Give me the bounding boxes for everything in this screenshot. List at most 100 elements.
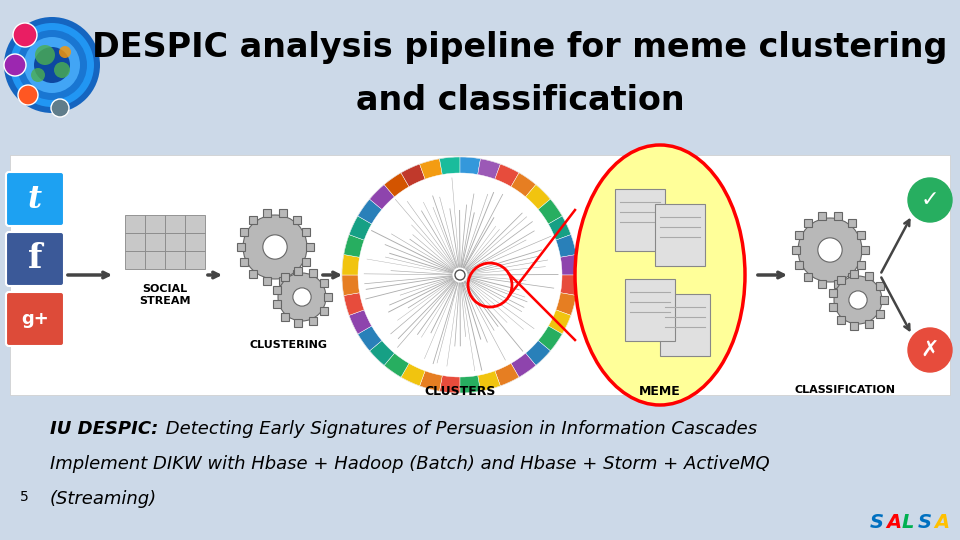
FancyBboxPatch shape xyxy=(804,219,812,227)
FancyBboxPatch shape xyxy=(145,251,165,269)
Wedge shape xyxy=(384,173,409,197)
Circle shape xyxy=(31,68,45,82)
Wedge shape xyxy=(401,363,425,386)
FancyBboxPatch shape xyxy=(273,300,281,308)
FancyBboxPatch shape xyxy=(185,251,205,269)
Text: ✗: ✗ xyxy=(921,340,939,360)
Wedge shape xyxy=(525,341,550,366)
Text: f: f xyxy=(28,242,42,275)
Wedge shape xyxy=(495,363,519,386)
Wedge shape xyxy=(478,371,500,391)
Text: IU DESPIC:: IU DESPIC: xyxy=(50,420,158,438)
Circle shape xyxy=(54,62,70,78)
FancyBboxPatch shape xyxy=(860,246,869,254)
Wedge shape xyxy=(511,353,536,377)
FancyBboxPatch shape xyxy=(320,279,328,287)
FancyBboxPatch shape xyxy=(320,307,328,315)
FancyBboxPatch shape xyxy=(0,0,960,150)
Circle shape xyxy=(293,288,311,306)
FancyBboxPatch shape xyxy=(145,215,165,233)
Text: Implement DIKW with Hbase + Hadoop (Batch) and Hbase + Storm + ActiveMQ: Implement DIKW with Hbase + Hadoop (Batc… xyxy=(50,455,770,473)
FancyBboxPatch shape xyxy=(165,233,185,251)
FancyBboxPatch shape xyxy=(615,189,665,251)
Wedge shape xyxy=(539,199,563,224)
FancyBboxPatch shape xyxy=(837,316,845,323)
Text: S: S xyxy=(918,512,932,531)
FancyBboxPatch shape xyxy=(829,289,837,296)
Text: S: S xyxy=(870,512,884,531)
Wedge shape xyxy=(370,341,395,366)
FancyBboxPatch shape xyxy=(851,322,858,330)
FancyBboxPatch shape xyxy=(145,233,165,251)
FancyBboxPatch shape xyxy=(848,273,855,281)
FancyBboxPatch shape xyxy=(6,232,64,286)
FancyBboxPatch shape xyxy=(837,276,845,285)
FancyBboxPatch shape xyxy=(263,210,272,218)
Circle shape xyxy=(24,37,80,93)
Circle shape xyxy=(35,45,55,65)
FancyBboxPatch shape xyxy=(876,310,884,318)
Wedge shape xyxy=(478,159,500,179)
FancyBboxPatch shape xyxy=(185,233,205,251)
FancyBboxPatch shape xyxy=(829,303,837,312)
Circle shape xyxy=(263,235,287,259)
Wedge shape xyxy=(440,157,460,174)
Wedge shape xyxy=(556,293,576,315)
Wedge shape xyxy=(358,326,382,351)
Circle shape xyxy=(18,85,38,105)
Text: 5: 5 xyxy=(20,490,29,504)
Text: (Streaming): (Streaming) xyxy=(50,490,157,508)
FancyBboxPatch shape xyxy=(281,313,289,321)
FancyBboxPatch shape xyxy=(865,272,873,280)
FancyBboxPatch shape xyxy=(236,243,245,251)
Wedge shape xyxy=(548,216,571,240)
FancyBboxPatch shape xyxy=(125,251,145,269)
FancyBboxPatch shape xyxy=(857,231,865,239)
FancyBboxPatch shape xyxy=(295,267,302,275)
Wedge shape xyxy=(539,326,563,351)
FancyBboxPatch shape xyxy=(125,215,145,233)
Ellipse shape xyxy=(575,145,745,405)
Wedge shape xyxy=(401,164,425,187)
FancyBboxPatch shape xyxy=(278,276,287,285)
FancyBboxPatch shape xyxy=(880,296,888,304)
Circle shape xyxy=(51,99,69,117)
FancyBboxPatch shape xyxy=(804,273,812,281)
FancyBboxPatch shape xyxy=(851,270,858,278)
Wedge shape xyxy=(525,185,550,210)
Circle shape xyxy=(10,23,94,107)
FancyBboxPatch shape xyxy=(295,319,302,327)
Circle shape xyxy=(59,46,71,58)
Circle shape xyxy=(278,273,326,321)
Text: t: t xyxy=(28,184,42,214)
FancyBboxPatch shape xyxy=(857,261,865,269)
Circle shape xyxy=(4,17,100,113)
FancyBboxPatch shape xyxy=(281,273,289,281)
FancyBboxPatch shape xyxy=(833,280,842,288)
FancyBboxPatch shape xyxy=(240,228,248,236)
Text: SOCIAL
STREAM: SOCIAL STREAM xyxy=(139,284,191,306)
Text: A: A xyxy=(934,512,949,531)
Circle shape xyxy=(818,238,842,262)
Wedge shape xyxy=(349,310,372,334)
Wedge shape xyxy=(561,254,578,275)
FancyBboxPatch shape xyxy=(625,279,675,341)
Text: MEME: MEME xyxy=(639,385,681,398)
FancyBboxPatch shape xyxy=(795,261,803,269)
Wedge shape xyxy=(344,293,364,315)
Wedge shape xyxy=(511,173,536,197)
Wedge shape xyxy=(548,310,571,334)
FancyBboxPatch shape xyxy=(833,212,842,220)
Wedge shape xyxy=(344,235,364,257)
Wedge shape xyxy=(460,375,481,393)
Wedge shape xyxy=(420,371,443,391)
FancyBboxPatch shape xyxy=(6,292,64,346)
FancyBboxPatch shape xyxy=(263,276,272,285)
Wedge shape xyxy=(420,159,443,179)
FancyBboxPatch shape xyxy=(10,155,950,395)
Circle shape xyxy=(798,218,862,282)
Circle shape xyxy=(455,270,465,280)
FancyBboxPatch shape xyxy=(278,210,287,218)
Circle shape xyxy=(908,328,952,372)
Wedge shape xyxy=(384,353,409,377)
